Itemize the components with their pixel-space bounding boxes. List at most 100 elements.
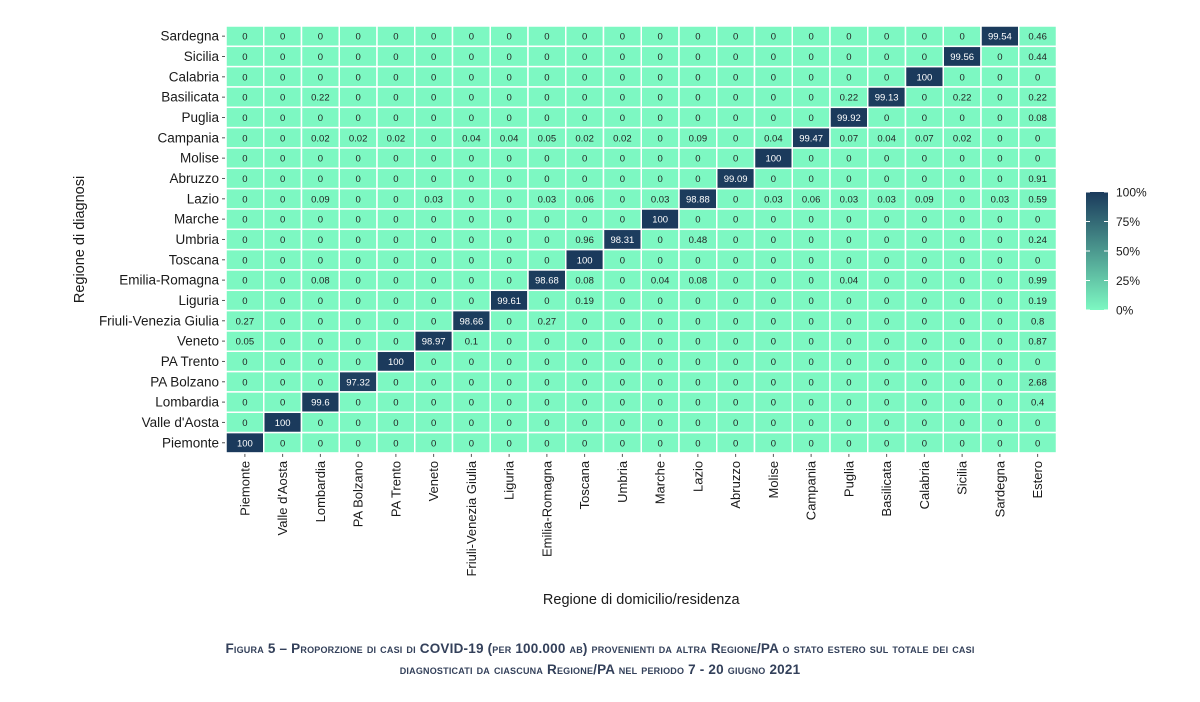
- cell-label: 0: [808, 316, 813, 327]
- cell-label: 0.44: [1028, 52, 1047, 63]
- x-tick-label: Lombardia: [313, 460, 328, 522]
- cell-label: 0: [884, 72, 889, 83]
- cell-label: 0: [506, 52, 511, 63]
- cell-label: 0: [393, 337, 398, 348]
- cell-label: 0: [733, 438, 738, 449]
- x-tick-label: Marche: [653, 461, 668, 504]
- cell-label: 0: [506, 32, 511, 43]
- cell-label: 0: [884, 113, 889, 124]
- cell-label: 100: [577, 255, 593, 266]
- cell-label: 0: [733, 276, 738, 287]
- cell-label: 0: [506, 113, 511, 124]
- cell-label: 0: [808, 337, 813, 348]
- cell-label: 0.05: [236, 337, 255, 348]
- cell-label: 0: [733, 72, 738, 83]
- y-tick-label: Umbria: [175, 232, 219, 247]
- cell-label: 0.03: [991, 194, 1010, 205]
- cell-label: 0: [808, 215, 813, 226]
- cell-label: 0: [620, 52, 625, 63]
- cell-label: 0: [242, 296, 247, 307]
- cell-label: 0: [808, 235, 813, 246]
- cell-label: 0: [695, 215, 700, 226]
- cell-label: 0: [355, 438, 360, 449]
- x-tick-label: Lazio: [690, 461, 705, 492]
- cell-label: 0: [506, 72, 511, 83]
- cell-label: 0: [771, 52, 776, 63]
- cell-label: 0: [959, 154, 964, 165]
- cell-label: 0: [846, 398, 851, 409]
- cell-label: 0: [506, 276, 511, 287]
- cell-label: 0: [355, 194, 360, 205]
- cell-label: 0: [846, 255, 851, 266]
- y-tick-label: Lazio: [187, 191, 219, 206]
- cell-label: 99.47: [799, 133, 823, 144]
- cell-label: 0: [280, 296, 285, 307]
- cell-label: 0: [280, 398, 285, 409]
- cell-label: 0: [733, 133, 738, 144]
- cell-label: 0: [582, 215, 587, 226]
- cell-label: 0: [431, 438, 436, 449]
- cell-label: 0: [695, 174, 700, 185]
- cell-label: 0: [280, 93, 285, 104]
- cell-label: 0: [733, 113, 738, 124]
- cell-label: 99.56: [950, 52, 974, 63]
- cell-label: 0: [922, 174, 927, 185]
- cell-label: 0: [846, 296, 851, 307]
- cell-label: 0: [431, 296, 436, 307]
- cell-label: 0: [242, 357, 247, 368]
- cell-label: 0.27: [538, 316, 557, 327]
- cell-label: 0: [695, 357, 700, 368]
- cell-label: 0: [657, 296, 662, 307]
- cell-label: 0: [318, 255, 323, 266]
- cell-label: 0: [431, 72, 436, 83]
- cell-label: 0: [242, 276, 247, 287]
- cell-label: 0: [997, 357, 1002, 368]
- x-tick-label: PA Trento: [388, 461, 403, 517]
- cell-label: 0: [997, 438, 1002, 449]
- cell-label: 0: [544, 418, 549, 429]
- cell-label: 0: [469, 154, 474, 165]
- y-tick-label: Veneto: [177, 334, 219, 349]
- cell-label: 0: [733, 377, 738, 388]
- y-tick-label: Basilicata: [161, 90, 219, 105]
- cell-label: 0: [431, 316, 436, 327]
- cell-label: 0: [922, 93, 927, 104]
- y-tick-label: Marche: [174, 212, 219, 227]
- cell-label: 0: [1035, 133, 1040, 144]
- cell-label: 0: [846, 52, 851, 63]
- cell-label: 0: [544, 113, 549, 124]
- cell-label: 0: [506, 194, 511, 205]
- cell-label: 0: [997, 174, 1002, 185]
- legend-label: 0%: [1116, 304, 1134, 318]
- cell-label: 0: [280, 337, 285, 348]
- cell-label: 0: [620, 113, 625, 124]
- cell-label: 0: [695, 93, 700, 104]
- cell-label: 0: [355, 32, 360, 43]
- cell-label: 0: [431, 255, 436, 266]
- y-tick-label: Toscana: [169, 252, 220, 267]
- cell-label: 0: [280, 235, 285, 246]
- cell-label: 0: [431, 93, 436, 104]
- cell-label: 0: [544, 215, 549, 226]
- cell-label: 0.02: [387, 133, 406, 144]
- cell-label: 0: [506, 255, 511, 266]
- cell-label: 0: [846, 316, 851, 327]
- cell-label: 0: [808, 357, 813, 368]
- cell-label: 2.68: [1028, 377, 1047, 388]
- cell-label: 0: [884, 276, 889, 287]
- cell-label: 0: [431, 154, 436, 165]
- cell-label: 0: [280, 194, 285, 205]
- cell-label: 0: [318, 154, 323, 165]
- y-tick-label: Piemonte: [162, 435, 219, 450]
- cell-label: 0: [846, 438, 851, 449]
- cell-label: 0: [733, 235, 738, 246]
- cell-label: 0: [242, 377, 247, 388]
- cell-label: 0: [695, 154, 700, 165]
- cell-label: 0: [959, 296, 964, 307]
- cell-label: 0: [695, 296, 700, 307]
- cell-label: 0: [997, 418, 1002, 429]
- cell-label: 0.04: [500, 133, 519, 144]
- x-axis-title: Regione di domicilio/residenza: [543, 592, 741, 608]
- cell-label: 0: [657, 438, 662, 449]
- cell-label: 0: [280, 154, 285, 165]
